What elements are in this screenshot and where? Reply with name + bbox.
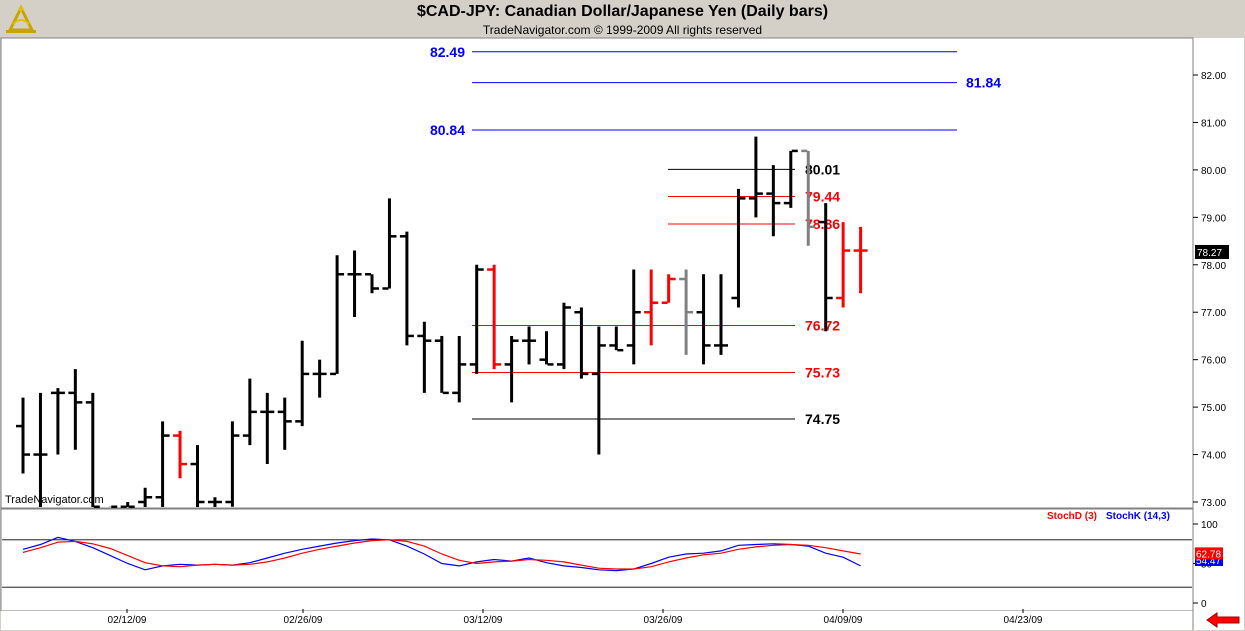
price-bar — [644, 269, 659, 346]
price-bar — [50, 388, 65, 455]
price-axis-label: 74.00 — [1201, 451, 1226, 462]
price-bar — [225, 421, 240, 507]
price-bar — [522, 326, 537, 365]
price-bar — [539, 331, 554, 366]
price-bar — [68, 369, 83, 450]
date-axis-label: 04/09/09 — [824, 615, 863, 626]
price-axis-label: 77.00 — [1201, 308, 1226, 319]
price-bar — [556, 302, 571, 370]
price-bar — [731, 188, 746, 308]
scroll-left-arrow-icon[interactable] — [1205, 612, 1241, 628]
level-label: 81.84 — [966, 75, 1001, 91]
price-bar — [783, 149, 798, 208]
price-bar — [696, 274, 711, 365]
price-bar — [312, 359, 327, 398]
stochastic-panel — [0, 508, 1194, 612]
date-axis-strip — [1, 611, 1193, 630]
price-bar — [818, 203, 833, 332]
legend-stochk: StochK (14,3) — [1106, 511, 1170, 522]
price-bar — [173, 430, 188, 479]
stochk-line — [22, 536, 861, 572]
price-axis-label: 76.00 — [1201, 356, 1226, 367]
chart-title: $CAD-JPY: Canadian Dollar/Japanese Yen (… — [416, 3, 829, 20]
stochd-last-tag — [1195, 547, 1223, 560]
level-label: 75.73 — [805, 364, 840, 380]
price-bar — [626, 269, 641, 365]
price-bar — [504, 335, 519, 403]
price-axis-strip — [1193, 38, 1244, 630]
price-bar — [469, 264, 484, 374]
price-bar — [16, 397, 30, 474]
price-bar — [33, 392, 48, 507]
date-axis-label: 04/23/09 — [1004, 615, 1043, 626]
price-bar — [399, 231, 414, 346]
price-bar — [155, 421, 170, 507]
stochk-last-label: 54.47 — [1196, 556, 1221, 567]
trade-navigator-logo — [6, 4, 36, 33]
price-bar — [190, 445, 205, 507]
date-axis-label: 03/26/09 — [644, 615, 683, 626]
price-axis-label: 82.00 — [1201, 71, 1226, 82]
chart-subtitle: TradeNavigator.com © 1999-2009 All right… — [482, 23, 763, 37]
stoch-axis-label: 100 — [1201, 520, 1218, 531]
price-bar — [661, 274, 676, 304]
price-axis-label: 75.00 — [1201, 403, 1226, 414]
price-bar — [330, 255, 345, 376]
price-bar — [766, 165, 781, 237]
price-bar — [260, 392, 275, 465]
stoch-axis-label: 50 — [1201, 560, 1213, 571]
price-bar — [574, 307, 589, 379]
price-bar — [487, 264, 502, 370]
price-bar — [207, 497, 222, 507]
price-axis-label: 80.00 — [1201, 166, 1226, 177]
price-axis-label: 73.00 — [1201, 498, 1226, 509]
level-label: 74.75 — [805, 411, 840, 427]
sextant-icon — [6, 4, 36, 33]
price-bar — [295, 340, 310, 427]
stochk-last-tag — [1195, 553, 1223, 566]
price-axis-label: 79.00 — [1201, 213, 1226, 224]
price-panel — [0, 37, 1194, 509]
level-label: 76.72 — [805, 318, 840, 334]
price-bar — [277, 397, 292, 450]
price-bar — [85, 392, 100, 508]
price-bar — [714, 274, 728, 355]
level-label: 80.01 — [805, 161, 840, 177]
price-bar — [347, 250, 362, 317]
level-label: 82.49 — [430, 44, 465, 60]
price-bar — [365, 273, 379, 294]
price-bar — [434, 335, 449, 395]
stochd-last-label: 62.78 — [1196, 549, 1221, 560]
last-price-tag — [1195, 244, 1229, 259]
stoch-axis-label: 0 — [1201, 599, 1207, 610]
stochd-line — [22, 539, 861, 570]
level-label: 78.86 — [805, 216, 840, 232]
price-bar — [120, 502, 135, 508]
last-value-readout: 04/01/2009 = 78.27 (-0.03) — [1056, 38, 1175, 49]
price-bar — [242, 378, 257, 446]
watermark: TradeNavigator.com — [5, 494, 104, 506]
level-label: 80.84 — [430, 122, 465, 138]
price-axis-label: 78.00 — [1201, 261, 1226, 272]
price-bar — [452, 335, 467, 403]
price-axis-label: 81.00 — [1201, 118, 1226, 129]
price-bar — [417, 321, 432, 393]
price-bar — [748, 136, 763, 218]
price-bar — [609, 326, 624, 352]
date-axis-label: 02/12/09 — [108, 615, 147, 626]
level-label: 79.44 — [805, 188, 840, 204]
price-bar — [138, 487, 153, 507]
price-bar — [853, 226, 868, 294]
last-price-label: 78.27 — [1197, 248, 1222, 259]
date-axis-label: 03/12/09 — [464, 615, 503, 626]
legend-stochd: StochD (3) — [1047, 511, 1097, 522]
price-bar — [801, 149, 816, 246]
date-axis-label: 02/26/09 — [284, 615, 323, 626]
price-bar — [382, 198, 397, 290]
price-bar — [591, 326, 606, 455]
price-bar — [836, 222, 851, 308]
price-bar — [679, 269, 694, 355]
